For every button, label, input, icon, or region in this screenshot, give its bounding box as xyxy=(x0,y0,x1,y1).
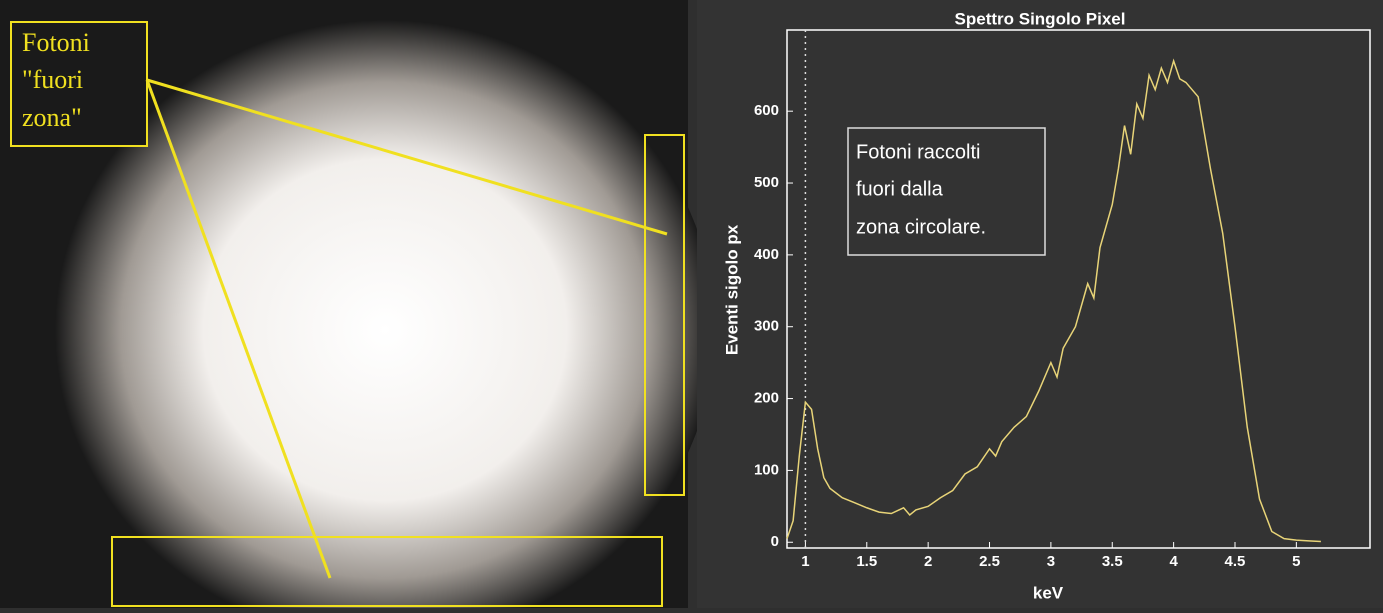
label-box xyxy=(10,21,148,147)
y-tick-label: 200 xyxy=(754,390,779,407)
y-tick-label: 400 xyxy=(754,246,779,263)
annotation-box xyxy=(847,127,1046,256)
annotation: Fotoni raccolti fuori dalla zona circola… xyxy=(856,141,986,238)
y-tick-label: 100 xyxy=(754,461,779,478)
x-tick-label: 1.5 xyxy=(856,553,877,570)
x-tick-label: 3.5 xyxy=(1102,553,1123,570)
pointer xyxy=(146,78,668,236)
annotation-line: zona circolare. xyxy=(856,216,986,238)
label-line: zona" xyxy=(22,103,82,132)
y-tick-label: 300 xyxy=(754,318,779,335)
region-box xyxy=(111,536,663,607)
x-axis-label: keV xyxy=(1033,583,1064,602)
region-box xyxy=(644,134,685,496)
x-tick-label: 2 xyxy=(924,553,932,570)
label-line: Fotoni xyxy=(22,28,90,57)
annotation-line: Fotoni raccolti xyxy=(856,141,981,163)
plot-frame xyxy=(786,29,1371,549)
pointer xyxy=(145,79,332,579)
x-tick-label: 4 xyxy=(1169,553,1178,570)
annotation-line: fuori dalla xyxy=(856,178,944,200)
y-tick-label: 0 xyxy=(771,533,779,550)
y-axis-label: Eventi sigolo px xyxy=(722,224,741,355)
y-tick-label: 500 xyxy=(754,174,779,191)
x-tick-label: 1 xyxy=(801,553,809,570)
chart-title: Spettro Singolo Pixel xyxy=(955,9,1126,28)
spectrum-line xyxy=(786,58,1321,543)
x-tick-label: 3 xyxy=(1047,553,1055,570)
image-label: Fotoni "fuori zona" xyxy=(22,28,90,132)
y-tick-label: 600 xyxy=(754,102,779,119)
photon-cloud xyxy=(55,20,715,613)
label-line: "fuori xyxy=(22,65,83,94)
chart-panel xyxy=(697,0,1383,608)
x-tick-label: 2.5 xyxy=(979,553,1000,570)
x-tick-label: 5 xyxy=(1292,553,1300,570)
x-tick-label: 4.5 xyxy=(1225,553,1246,570)
